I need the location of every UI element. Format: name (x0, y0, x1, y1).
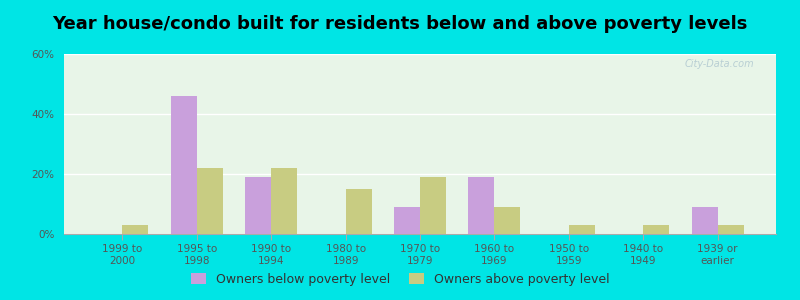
Bar (494, 207, 521, 234)
Bar (394, 207, 420, 234)
Bar (420, 177, 446, 234)
Bar (643, 225, 670, 234)
Bar (122, 225, 149, 234)
Bar (691, 207, 718, 234)
Bar (569, 225, 595, 234)
Bar (170, 96, 197, 234)
Text: Year house/condo built for residents below and above poverty levels: Year house/condo built for residents bel… (52, 15, 748, 33)
Bar (346, 189, 372, 234)
Legend: Owners below poverty level, Owners above poverty level: Owners below poverty level, Owners above… (186, 268, 614, 291)
Bar (718, 225, 744, 234)
Bar (271, 168, 298, 234)
Text: City-Data.com: City-Data.com (685, 59, 754, 69)
Bar (197, 168, 223, 234)
Bar (245, 177, 271, 234)
Bar (468, 177, 494, 234)
